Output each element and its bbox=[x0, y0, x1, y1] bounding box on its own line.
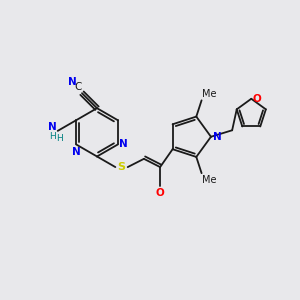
Text: N: N bbox=[47, 122, 56, 132]
Text: H: H bbox=[56, 134, 63, 143]
Text: N: N bbox=[72, 147, 81, 157]
Text: S: S bbox=[117, 162, 125, 172]
Text: N: N bbox=[213, 132, 221, 142]
Text: N: N bbox=[119, 140, 128, 149]
Text: N: N bbox=[68, 77, 77, 87]
Text: O: O bbox=[253, 94, 261, 104]
Text: H: H bbox=[49, 132, 56, 141]
Text: Me: Me bbox=[202, 89, 217, 99]
Text: Me: Me bbox=[202, 175, 217, 185]
Text: C: C bbox=[74, 82, 81, 92]
Text: O: O bbox=[156, 188, 164, 198]
